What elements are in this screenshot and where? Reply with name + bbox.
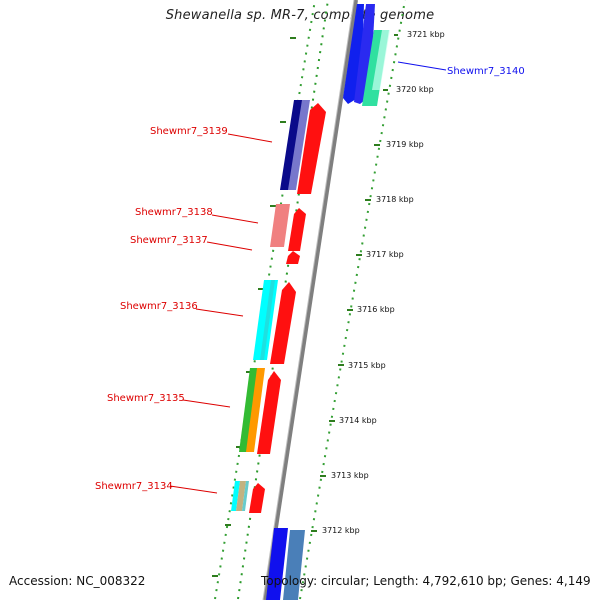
leader-line-3136 [195,308,244,317]
gene-block[interactable] [242,481,249,511]
gene-arrow-forward[interactable] [297,103,326,194]
gene-arrow-forward[interactable] [249,483,265,513]
gene-block[interactable] [239,368,258,452]
gene-block[interactable] [231,481,240,511]
gene-label-3134[interactable]: Shewmr7_3134 [95,481,173,492]
tick-label: 3716 kbp [357,305,395,314]
leader-line-3139 [227,133,273,143]
tick-label: 3721 kbp [407,30,445,39]
leader-line-3138 [211,214,259,224]
gene-shewmr7-3134[interactable] [231,481,265,513]
accession-text: Accession: NC_008322 [9,574,146,588]
genome-backbone-highlight [262,0,355,600]
leader-line-3140 [397,61,447,71]
inner-dotted-guide [237,0,329,600]
tick-label: 3712 kbp [322,526,360,535]
gene-block[interactable] [288,100,310,190]
gene-block[interactable] [372,30,390,90]
tick-label: 3719 kbp [386,140,424,149]
gene-label-3140[interactable]: Shewmr7_3140 [447,66,525,77]
gene-block[interactable] [280,100,304,190]
gene-bottom-cluster[interactable] [266,528,305,600]
tick-labels: 3721 kbp 3720 kbp 3719 kbp 3718 kbp 3717… [322,30,445,535]
gene-shewmr7-3135[interactable] [239,368,281,454]
gene-label-3135[interactable]: Shewmr7_3135 [107,393,185,404]
gene-shewmr7-3136[interactable] [253,280,296,364]
leader-line-3137 [206,241,253,251]
gene-label-3137[interactable]: Shewmr7_3137 [130,235,208,246]
gene-arrow-forward[interactable] [270,282,296,364]
genome-backbone [263,0,358,600]
gene-label-3136[interactable]: Shewmr7_3136 [120,301,198,312]
topology-text: Topology: circular; Length: 4,792,610 bp… [261,574,591,588]
tick-label: 3718 kbp [376,195,414,204]
gene-block[interactable] [236,481,246,511]
tick-label: 3720 kbp [396,85,434,94]
gene-label-3138[interactable]: Shewmr7_3138 [135,207,213,218]
gene-block[interactable] [283,530,305,600]
tick-dashes-right [311,34,398,532]
gene-shewmr7-3139[interactable] [280,100,326,194]
gene-block[interactable] [246,368,265,452]
gene-arrow-forward[interactable] [257,371,281,454]
gene-shewmr7-3137[interactable] [286,251,300,264]
gene-block[interactable] [266,528,288,600]
leader-line-3134 [169,485,218,494]
gene-shewmr7-3138[interactable] [270,204,306,251]
gene-arrow-forward[interactable] [286,251,300,264]
gene-shewmr7-3140[interactable] [343,4,390,106]
tick-label: 3713 kbp [331,471,369,480]
gene-label-3139[interactable]: Shewmr7_3139 [150,126,228,137]
gene-arrow-forward[interactable] [288,208,306,251]
gene-block[interactable] [270,204,290,247]
gene-block[interactable] [260,280,275,360]
tick-label: 3715 kbp [348,361,386,370]
tick-label: 3717 kbp [366,250,404,259]
leader-line-3135 [182,399,231,408]
tick-label: 3714 kbp [339,416,377,425]
outer-dotted-guide-right [299,0,406,600]
